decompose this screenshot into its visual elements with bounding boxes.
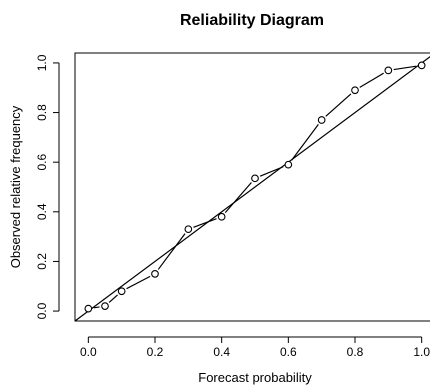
y-tick-label: 0.8 xyxy=(35,104,49,121)
data-point xyxy=(117,287,126,296)
y-tick-label: 0.2 xyxy=(35,253,49,270)
data-point xyxy=(101,302,109,310)
perfect-reliability-line xyxy=(74,55,430,322)
reliability-points xyxy=(84,61,426,313)
y-tick-label: 1.0 xyxy=(35,54,49,71)
curve-segment xyxy=(325,93,352,117)
x-axis-label: Forecast probability xyxy=(198,370,312,385)
y-axis: 0.0 0.2 0.4 0.6 0.8 1.0 xyxy=(35,54,60,319)
data-point xyxy=(384,66,393,75)
data-point xyxy=(184,225,193,234)
y-tick-label: 0.6 xyxy=(35,154,49,171)
x-tick-label: 0.0 xyxy=(80,345,97,359)
curve-segment xyxy=(126,275,151,290)
curve-segment xyxy=(393,65,417,71)
reliability-curve xyxy=(93,65,417,309)
curve-segment xyxy=(108,294,118,303)
data-point xyxy=(151,270,159,278)
data-point xyxy=(351,86,359,95)
curve-segment xyxy=(291,124,319,161)
x-tick-label: 0.8 xyxy=(347,345,364,359)
data-point xyxy=(417,61,426,70)
data-point xyxy=(84,304,93,313)
x-tick-label: 1.0 xyxy=(413,345,430,359)
curve-segment xyxy=(259,166,284,177)
x-tick-label: 0.6 xyxy=(280,345,297,359)
data-point xyxy=(284,160,293,169)
curve-segment xyxy=(93,306,100,309)
curve-segment xyxy=(193,218,217,228)
data-point xyxy=(217,212,226,221)
y-axis-label: Observed relative frequency xyxy=(8,105,23,268)
x-axis: 0.0 0.2 0.4 0.6 0.8 1.0 xyxy=(80,336,430,359)
curve-segment xyxy=(359,72,384,88)
plot-frame xyxy=(74,52,430,322)
chart-title: Reliability Diagram xyxy=(180,12,324,29)
y-tick-label: 0.0 xyxy=(35,302,49,319)
plot-area xyxy=(74,55,430,322)
curve-segment xyxy=(224,182,252,214)
x-tick-label: 0.2 xyxy=(147,345,164,359)
y-tick-label: 0.4 xyxy=(35,203,49,220)
curve-segment xyxy=(157,233,186,270)
x-tick-label: 0.4 xyxy=(213,345,230,359)
data-point xyxy=(317,116,326,124)
data-point xyxy=(251,174,259,183)
